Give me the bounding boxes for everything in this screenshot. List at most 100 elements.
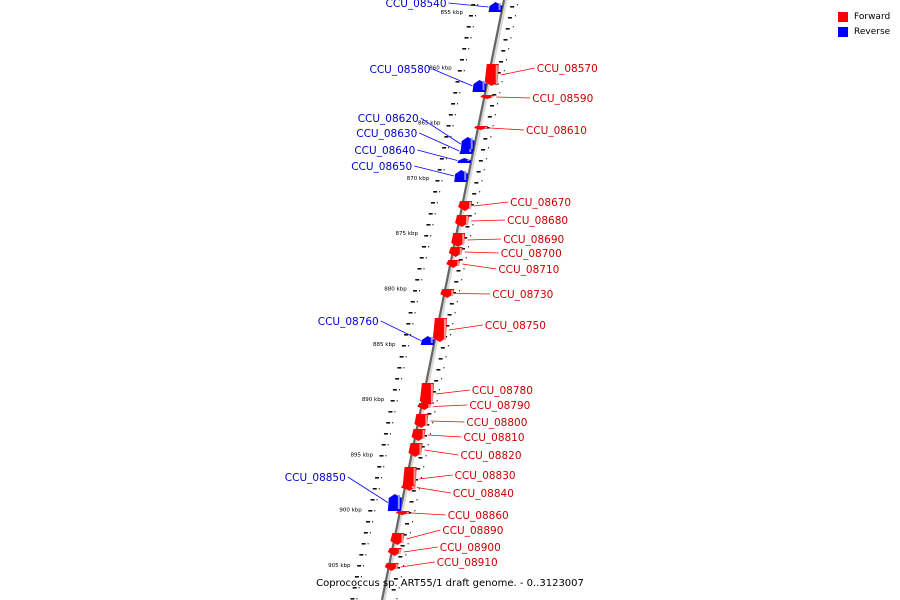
legend-reverse[interactable]: Reverse: [838, 24, 890, 39]
tick-right: [481, 149, 486, 151]
gene-highlight: [401, 534, 404, 543]
gene-label: CCU_08810: [464, 432, 525, 444]
gene-ccu-08860: [395, 511, 410, 515]
guide-dot-left: [398, 389, 400, 391]
leader-line: [347, 476, 389, 503]
gene-label: CCU_08860: [448, 510, 509, 522]
leader-line: [418, 474, 453, 480]
tick-right: [418, 457, 423, 459]
guide-dot-left: [436, 202, 438, 204]
tick-right: [503, 39, 508, 41]
guide-dot-left: [448, 147, 450, 149]
guide-dot-left: [381, 477, 383, 479]
guide-dot-left: [430, 235, 432, 237]
legend-forward[interactable]: Forward: [838, 9, 890, 24]
guide-dot-left: [358, 587, 360, 589]
tick-right: [400, 545, 405, 547]
tick-right: [487, 116, 492, 118]
guide-dot-right: [483, 169, 485, 171]
tick-left: [375, 477, 380, 479]
leader-line: [474, 201, 509, 207]
guide-dot-left: [363, 565, 365, 567]
tick-left: [466, 26, 471, 28]
gene-ccu-08890: [390, 533, 405, 545]
guide-dot-right: [400, 576, 402, 578]
gene-highlight: [406, 512, 409, 513]
guide-dot-left: [470, 37, 472, 39]
tick-left: [415, 279, 420, 281]
gene-label: CCU_08820: [461, 450, 522, 462]
guide-dot-right: [427, 444, 429, 446]
tick-left: [442, 147, 447, 149]
gene-label: CCU_08750: [485, 320, 546, 332]
gene-highlight: [467, 159, 470, 161]
guide-dot-right: [472, 224, 474, 226]
tick-left: [471, 4, 476, 6]
tick-right: [396, 567, 401, 569]
genome-caption: Coprococcus sp. ART55/1 draft genome. - …: [316, 578, 584, 589]
tick-right: [485, 127, 490, 129]
leader-line: [433, 404, 468, 407]
guide-dot-right: [414, 510, 416, 512]
tick-right: [440, 347, 445, 349]
leader-line: [416, 487, 451, 494]
tick-right: [496, 72, 501, 74]
guide-dot-left: [387, 444, 389, 446]
tick-right: [398, 556, 403, 558]
tick-left: [372, 488, 377, 490]
gene-label: CCU_08890: [442, 525, 503, 537]
guide-dot-left: [439, 191, 441, 193]
gene-highlight: [469, 149, 472, 152]
gene-ccu-08840: [400, 485, 415, 490]
tick-right: [436, 369, 441, 371]
guide-dot-left: [376, 499, 378, 501]
tick-right: [501, 50, 506, 52]
guide-dot-right: [461, 279, 463, 281]
gene-ccu-08690: [451, 233, 466, 247]
gene-label: CCU_08850: [285, 472, 346, 484]
leader-line: [417, 149, 458, 161]
tick-left: [352, 587, 357, 589]
guide-dot-left: [389, 433, 391, 435]
gene-highlight: [395, 564, 398, 569]
tick-right: [416, 468, 421, 470]
leader-line: [471, 219, 506, 222]
gene-highlight: [464, 171, 467, 180]
leader-line: [427, 434, 462, 438]
tick-right: [431, 391, 436, 393]
tick-right: [456, 270, 461, 272]
guide-dot-right: [443, 367, 445, 369]
gene-ccu-08670: [458, 201, 473, 211]
tick-left: [428, 213, 433, 215]
tick-right: [422, 435, 427, 437]
gene-ccu-08810: [411, 429, 426, 441]
tick-left: [392, 389, 397, 391]
tick-label: 900 kbp: [339, 508, 362, 514]
tick-label: 880 kbp: [384, 287, 407, 293]
gene-label: CCU_08830: [455, 470, 516, 482]
gene-label: CCU_08690: [503, 234, 564, 246]
guide-dot-left: [367, 543, 369, 545]
gene-ccu-08570: [484, 64, 499, 86]
guide-dot-left: [443, 169, 445, 171]
tick-left: [421, 246, 426, 248]
leader-line: [406, 529, 441, 540]
guide-dot-left: [427, 246, 429, 248]
gene-highlight: [398, 549, 401, 554]
guide-dot-right: [499, 92, 501, 94]
gene-label: CCU_08540: [386, 0, 447, 10]
gene-highlight: [443, 319, 446, 340]
gene-ccu-08710: [446, 260, 461, 268]
axis-line: [380, 0, 506, 600]
gene-label: CCU_08590: [532, 93, 593, 105]
guide-dot-right: [432, 422, 434, 424]
guide-dot-left: [434, 213, 436, 215]
guide-dot-left: [407, 345, 409, 347]
tick-right: [447, 314, 452, 316]
gene-ccu-08780: [419, 383, 434, 405]
tick-right: [420, 446, 425, 448]
guide-dot-left: [365, 554, 367, 556]
guide-dot-right: [396, 598, 398, 600]
guide-dot-right: [467, 246, 469, 248]
